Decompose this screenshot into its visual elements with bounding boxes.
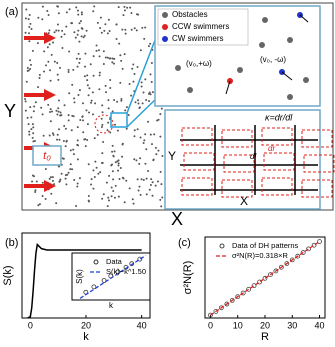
inset-x-label: X: [240, 194, 248, 208]
y-label: Y: [4, 101, 16, 121]
y-axis-label: S(k): [75, 269, 84, 284]
x-tick-label: 30: [287, 320, 297, 330]
legend-text: S(k)~k^1.50: [106, 267, 146, 276]
x-tick-label: 0: [28, 320, 33, 330]
data-point: [284, 261, 290, 267]
coarse-grid: [180, 125, 335, 198]
legend-text: Data: [106, 257, 123, 266]
legend-text: σ²N(R)=0.318×R: [232, 251, 288, 260]
ccw-label: (v₀,+ω): [186, 59, 212, 68]
obstacles: [24, 5, 164, 208]
legend-text: Obstacles: [172, 10, 208, 19]
legend-box: [157, 8, 249, 46]
panel-label: (a): [5, 6, 18, 18]
data-point: [278, 264, 284, 270]
dr-label: dr: [268, 144, 275, 153]
data-point: [262, 275, 268, 281]
data-point: [246, 286, 252, 292]
panel-label: (c): [178, 237, 191, 249]
panel-label: (b): [5, 237, 18, 249]
flow-arrows: [24, 32, 56, 192]
legend-marker: [162, 36, 168, 42]
data-point: [306, 246, 312, 252]
legend-text: CCW swimmers: [172, 22, 229, 31]
legend-marker: [162, 24, 168, 30]
data-point: [213, 309, 219, 314]
data-point: [268, 272, 273, 278]
y-axis-label: S(k): [2, 265, 14, 285]
fit-line: [79, 255, 146, 299]
data-point: [91, 284, 97, 290]
zoom-box: [110, 112, 128, 128]
t0-label: t₀: [43, 150, 51, 162]
data-point: [224, 301, 230, 307]
fit-line: [210, 240, 320, 316]
inset-particles: [175, 12, 309, 100]
t0-box: [32, 145, 62, 166]
legend-text: CW swimmers: [172, 34, 224, 43]
data-line: [27, 243, 142, 319]
data-point: [251, 283, 257, 289]
legend-marker: [162, 12, 168, 18]
legend-text: Data of DH patterns: [232, 241, 299, 250]
x-axis-label: k: [83, 331, 89, 343]
data-point: [317, 239, 322, 244]
legend-marker: [93, 259, 99, 265]
cw-label: (v₀, -ω): [260, 55, 286, 64]
x-tick-label: 40: [137, 320, 147, 330]
x-tick-label: 40: [315, 320, 325, 330]
data-point: [229, 298, 235, 303]
x-tick-label: 0: [208, 320, 213, 330]
x-label: X: [171, 209, 183, 229]
x-axis-label: k: [109, 301, 114, 310]
swimmer-circle: [94, 114, 114, 134]
legend-marker: [219, 243, 225, 249]
x-tick-label: 10: [233, 320, 243, 330]
x-tick-label: 20: [81, 320, 91, 330]
data-point: [311, 242, 317, 248]
data-point: [289, 257, 295, 263]
data-point: [101, 278, 107, 283]
data-point: [208, 312, 213, 318]
data-point: [137, 256, 143, 262]
inset-y-label: Y: [168, 149, 176, 163]
data-point: [295, 253, 301, 259]
kappa-label: κ=dr/dl: [265, 112, 293, 122]
data-point: [235, 294, 241, 300]
dl-label: dl: [250, 152, 256, 161]
x-axis-label: R: [261, 331, 269, 343]
data-point: [240, 290, 246, 296]
data-point: [257, 279, 262, 285]
data-point: [273, 268, 279, 274]
x-tick-label: 20: [260, 320, 270, 330]
y-axis-label: σ²N(R): [182, 261, 194, 295]
zoom-line: [126, 34, 158, 114]
data-point: [218, 305, 224, 311]
data-point: [300, 250, 306, 255]
